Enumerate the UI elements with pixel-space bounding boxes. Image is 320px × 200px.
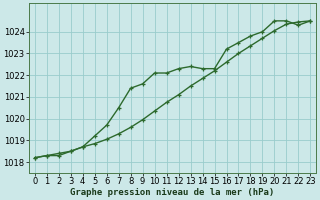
X-axis label: Graphe pression niveau de la mer (hPa): Graphe pression niveau de la mer (hPa) xyxy=(70,188,275,197)
